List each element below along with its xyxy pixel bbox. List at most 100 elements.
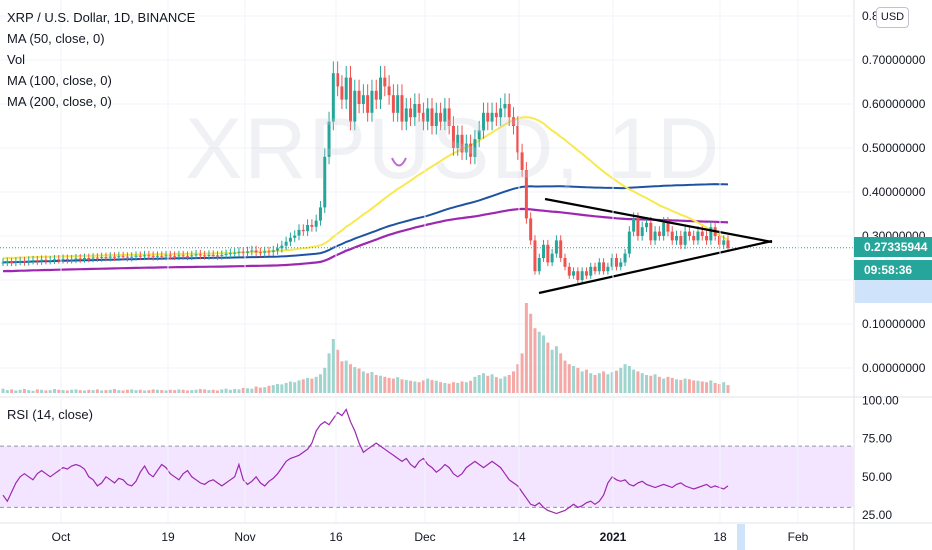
- candle-body: [233, 252, 237, 254]
- volume-bar: [434, 380, 438, 393]
- volume-bar: [288, 381, 292, 393]
- ma100-legend[interactable]: MA (100, close, 0): [7, 73, 112, 88]
- candle-body: [387, 86, 391, 96]
- candle-body: [477, 130, 481, 140]
- candle-body: [649, 222, 653, 241]
- volume-bar: [520, 353, 524, 393]
- candle-body: [516, 126, 520, 153]
- candle-body: [413, 104, 417, 118]
- candle-body: [546, 244, 550, 263]
- candle-body: [61, 258, 65, 260]
- volume-bar: [533, 328, 537, 393]
- candle-body: [705, 236, 709, 241]
- volume-bar: [198, 389, 202, 393]
- volume-bar: [14, 390, 18, 393]
- candle-body: [65, 258, 69, 260]
- volume-bar: [542, 335, 546, 393]
- volume-bar: [190, 390, 194, 393]
- candle-body: [108, 256, 112, 258]
- volume-bar: [657, 376, 661, 393]
- candle-body: [366, 95, 370, 113]
- candle-body: [185, 255, 189, 257]
- candle-body: [267, 251, 271, 253]
- candle-body: [353, 90, 357, 122]
- candle-body: [113, 256, 117, 258]
- candle-body: [524, 170, 528, 219]
- volume-bar: [550, 349, 554, 393]
- price-pane[interactable]: [0, 0, 854, 396]
- candle-body: [155, 255, 159, 257]
- candle-body: [627, 231, 631, 254]
- candle-body: [198, 254, 202, 256]
- candle-body: [640, 227, 644, 236]
- candle-body: [503, 104, 507, 109]
- candle-body: [52, 259, 56, 261]
- volume-bar: [40, 389, 44, 393]
- volume-bar: [1, 388, 5, 393]
- chart-title[interactable]: XRP / U.S. Dollar, 1D, BINANCE: [7, 10, 196, 25]
- bar-countdown-label: 09:58:36: [854, 260, 932, 280]
- candle-body: [177, 255, 181, 257]
- volume-bar: [147, 390, 151, 393]
- candle-body: [473, 139, 477, 157]
- candle-body: [623, 253, 627, 263]
- candle-body: [117, 256, 121, 258]
- currency-button[interactable]: USD: [876, 7, 909, 28]
- volume-bar: [456, 382, 460, 393]
- volume-bar: [430, 380, 434, 393]
- time-range-highlight: [737, 524, 745, 550]
- candle-body: [391, 95, 395, 113]
- candle-body: [469, 143, 473, 157]
- volume-bar: [271, 385, 275, 393]
- last-price-label: 0.27335944: [854, 237, 932, 257]
- volume-bar: [181, 389, 185, 393]
- candle-body: [726, 240, 730, 248]
- volume-bar: [396, 377, 400, 393]
- volume-bar: [670, 377, 674, 393]
- volume-bar: [409, 380, 413, 393]
- candle-body: [481, 112, 485, 131]
- candle-body: [310, 225, 314, 227]
- candle-body: [340, 86, 344, 100]
- volume-bar: [74, 389, 78, 393]
- volume-bar: [306, 377, 310, 393]
- ma200-legend[interactable]: MA (200, close, 0): [7, 94, 112, 109]
- candle-body: [83, 258, 87, 259]
- price-tick-label: 0.70000000: [862, 53, 926, 67]
- lower-trendline[interactable]: [538, 239, 773, 295]
- ma50-legend[interactable]: MA (50, close, 0): [7, 31, 105, 46]
- volume-bar: [481, 373, 485, 393]
- candle-body: [580, 271, 584, 280]
- signal-marker: [391, 157, 407, 167]
- candle-body: [533, 240, 537, 272]
- candle-body: [134, 255, 138, 257]
- ma50-line: [2, 116, 729, 259]
- candle-body: [173, 255, 177, 257]
- volume-bar: [666, 376, 670, 393]
- volume-bar: [443, 382, 447, 393]
- upper-trendline[interactable]: [544, 197, 773, 244]
- candle-body: [460, 134, 464, 153]
- candle-body: [40, 259, 44, 262]
- volume-bar: [439, 382, 443, 393]
- price-tick-label: 0.00000000: [862, 361, 926, 375]
- candle-body: [370, 90, 374, 113]
- candle-body: [709, 227, 713, 241]
- volume-bar: [237, 389, 241, 393]
- rsi-legend[interactable]: RSI (14, close): [7, 407, 93, 422]
- volume-bar: [391, 378, 395, 393]
- candle-body: [130, 256, 134, 258]
- volume-bar: [216, 390, 219, 393]
- volume-bar: [151, 389, 155, 393]
- vol-legend[interactable]: Vol: [7, 52, 26, 67]
- candle-body: [181, 255, 185, 257]
- candle-body: [670, 231, 674, 241]
- candle-body: [301, 229, 305, 232]
- candle-body: [619, 262, 623, 267]
- rsi-line: [2, 408, 729, 515]
- volume-bar: [323, 367, 327, 393]
- candle-body: [374, 90, 378, 100]
- volume-bar: [293, 382, 297, 393]
- volume-bar: [100, 390, 104, 393]
